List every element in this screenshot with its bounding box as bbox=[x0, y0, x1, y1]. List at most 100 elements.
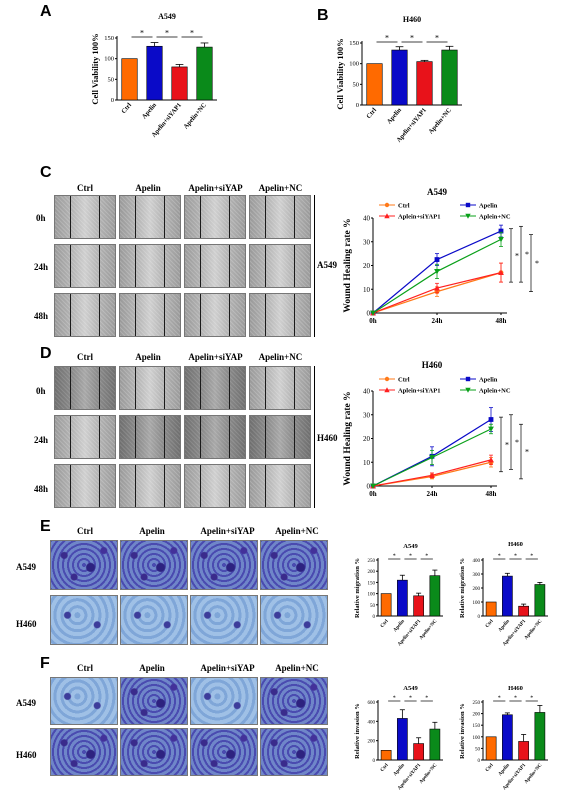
d-img-ctrl-0h bbox=[54, 366, 116, 410]
sig-star: * bbox=[514, 696, 517, 702]
y-axis-label: Cell Viability 100% bbox=[90, 33, 100, 104]
chart-title: H460 bbox=[508, 685, 523, 692]
e-row-h460: H460 bbox=[16, 619, 37, 629]
x-tick-label: Apelin bbox=[393, 619, 406, 633]
bar-1 bbox=[146, 45, 163, 101]
legend-marker bbox=[465, 213, 471, 219]
y-tick-label: 100 bbox=[473, 736, 481, 741]
y-tick-label: 0 bbox=[478, 759, 481, 764]
y-axis-label: Relative migration % bbox=[459, 558, 466, 618]
bar-2 bbox=[171, 66, 188, 101]
y-tick-label: 0 bbox=[478, 615, 481, 620]
y-tick-label: 100 bbox=[368, 593, 376, 598]
bar-3 bbox=[441, 49, 458, 106]
c-col-ctrl: Ctrl bbox=[77, 183, 93, 193]
bar-3 bbox=[196, 46, 213, 101]
chart-e-h460-migration: H460 Relative migration % 0 100 200 300 400 Ctr… bbox=[459, 541, 548, 647]
d-col-siyap: Apelin+siYAP bbox=[188, 352, 243, 362]
chart-title: H460 bbox=[403, 15, 421, 24]
bar-1 bbox=[502, 575, 513, 617]
chart-title: H460 bbox=[422, 360, 443, 370]
bar-1 bbox=[397, 579, 408, 617]
y-axis-label: Cell Viability 100% bbox=[335, 38, 345, 109]
c-col-siyap: Apelin+siYAP bbox=[188, 183, 243, 193]
y-tick-label: 40 bbox=[363, 388, 371, 396]
x-tick-label: Apelin bbox=[393, 763, 406, 777]
bar-0 bbox=[380, 750, 392, 761]
x-tick-label: Apelin+NC bbox=[524, 763, 544, 785]
c-img-ctrl-0h bbox=[54, 195, 116, 239]
data-point bbox=[434, 269, 440, 275]
legend-label: Aplein+siYAP1 bbox=[398, 214, 440, 221]
f-img-a549-ctrl bbox=[50, 677, 118, 725]
x-tick-label: 48h bbox=[486, 490, 497, 498]
data-point bbox=[434, 285, 440, 291]
legend-label: Aplein+NC bbox=[479, 214, 511, 221]
y-tick-label: 50 bbox=[475, 747, 481, 752]
y-tick-label: 200 bbox=[473, 713, 481, 718]
data-point bbox=[488, 426, 494, 432]
y-tick-label: 0 bbox=[111, 97, 114, 104]
c-img-ctrl-48h bbox=[54, 293, 116, 337]
chart-title: H460 bbox=[508, 541, 523, 548]
data-point bbox=[434, 257, 440, 262]
chart-f-h460-invasion: H460 Relative invasion % 0 50 100 150 200 250 Ct… bbox=[459, 685, 548, 791]
e-img-h460-apelin bbox=[120, 595, 188, 645]
d-img-ctrl-24h bbox=[54, 415, 116, 459]
panel-letter-d: D bbox=[40, 345, 52, 362]
bar-1 bbox=[391, 49, 408, 106]
y-tick-label: 150 bbox=[473, 724, 481, 729]
data-point bbox=[370, 310, 376, 316]
d-img-siyap-24h bbox=[184, 415, 246, 459]
sig-star: * bbox=[165, 29, 169, 38]
panel-letter-f: F bbox=[40, 655, 50, 672]
chart-d-wound: H460 Wound Healing rate % 0 10 20 30 40 0h 24h 48… bbox=[343, 360, 529, 498]
d-row-48h: 48h bbox=[34, 484, 49, 494]
y-tick-label: 100 bbox=[473, 601, 481, 606]
chart-title: A549 bbox=[403, 543, 418, 550]
panel-letter-a: A bbox=[40, 3, 52, 20]
bar-3 bbox=[429, 728, 441, 761]
sig-star: * bbox=[393, 554, 396, 560]
chart-a-viability: A549 Cell Viability 100% 0 50 100 150 Ctrl Apel… bbox=[90, 12, 217, 139]
c-img-nc-48h bbox=[249, 293, 311, 337]
y-tick-label: 0 bbox=[356, 102, 359, 109]
bar-0 bbox=[366, 63, 383, 106]
e-img-h460-nc bbox=[260, 595, 328, 645]
sig-star: * bbox=[410, 34, 414, 43]
y-tick-label: 50 bbox=[108, 76, 115, 83]
y-tick-label: 10 bbox=[363, 459, 371, 467]
y-tick-label: 50 bbox=[353, 81, 360, 88]
c-group-bracket bbox=[314, 195, 315, 337]
panel-letter-b: B bbox=[317, 7, 329, 24]
bar-2 bbox=[518, 605, 529, 617]
sig-star: * bbox=[514, 554, 517, 560]
c-row-48h: 48h bbox=[34, 311, 49, 321]
d-img-siyap-48h bbox=[184, 464, 246, 508]
legend-label: Apelin bbox=[479, 203, 498, 210]
c-img-siyap-0h bbox=[184, 195, 246, 239]
y-axis-label: Wound Healing rate % bbox=[343, 391, 353, 485]
f-row-h460: H460 bbox=[16, 750, 37, 760]
y-tick-label: 0 bbox=[367, 310, 371, 318]
f-img-h460-ctrl bbox=[50, 728, 118, 776]
sig-star: * bbox=[498, 696, 501, 702]
legend-marker bbox=[465, 376, 471, 382]
y-tick-label: 200 bbox=[473, 587, 481, 592]
sig-star: * bbox=[525, 448, 529, 457]
c-row-24h: 24h bbox=[34, 262, 49, 272]
e-img-h460-siyap bbox=[190, 595, 258, 645]
c-img-apelin-0h bbox=[119, 195, 181, 239]
bar-0 bbox=[485, 601, 497, 617]
f-row-a549: A549 bbox=[16, 698, 36, 708]
x-tick-label: Apelin+NC bbox=[182, 102, 208, 131]
sig-star: * bbox=[435, 34, 439, 43]
bar-1 bbox=[397, 718, 408, 761]
d-col-nc: Apelin+NC bbox=[258, 352, 303, 362]
bar-0 bbox=[121, 58, 138, 101]
sig-star: * bbox=[140, 29, 144, 38]
y-tick-label: 100 bbox=[104, 56, 114, 63]
e-img-h460-ctrl bbox=[50, 595, 118, 645]
x-tick-label: 0h bbox=[369, 317, 377, 325]
d-img-apelin-0h bbox=[119, 366, 181, 410]
